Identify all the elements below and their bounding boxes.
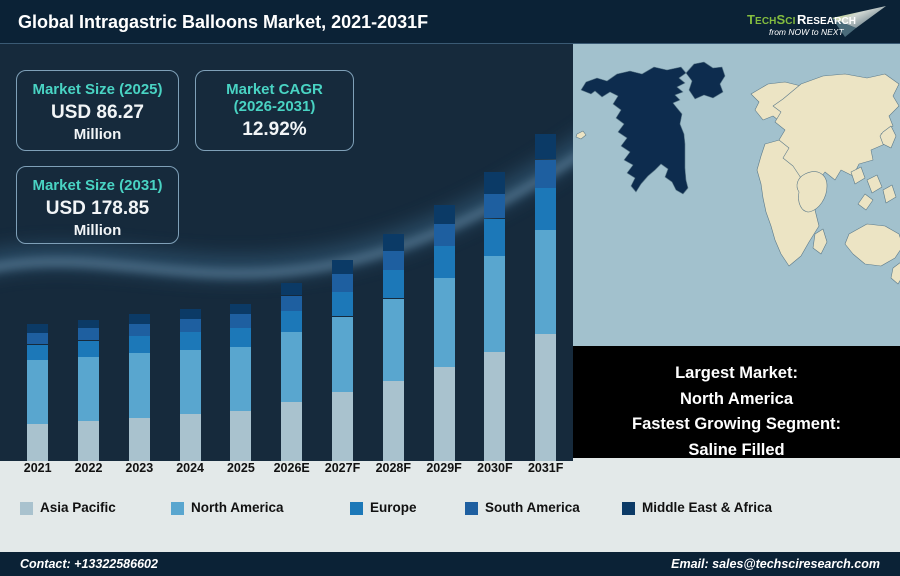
svg-text:TECHSCI: TECHSCI [747,12,796,27]
svg-text:RESEARCH: RESEARCH [797,12,856,27]
svg-text:from NOW to NEXT: from NOW to NEXT [769,27,844,37]
